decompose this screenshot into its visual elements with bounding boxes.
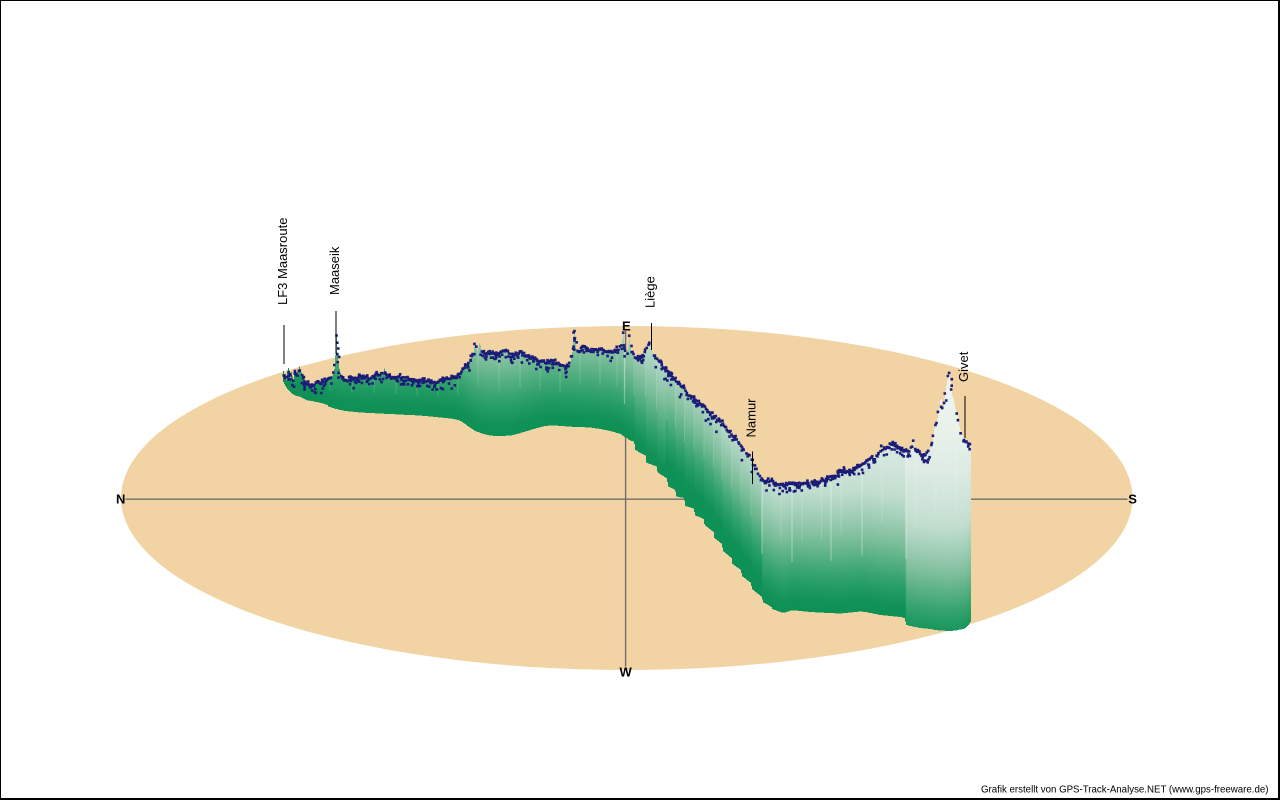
svg-text:Givet: Givet: [956, 351, 971, 382]
svg-text:Liège: Liège: [643, 276, 658, 308]
svg-text:Maaseik: Maaseik: [327, 246, 342, 295]
svg-text:W: W: [620, 665, 633, 680]
svg-text:Grafik erstellt von GPS-Track-: Grafik erstellt von GPS-Track-Analyse.NE…: [981, 785, 1268, 796]
svg-text:Namur: Namur: [744, 398, 759, 438]
svg-text:LF3 Maasroute: LF3 Maasroute: [275, 218, 290, 305]
svg-text:S: S: [1128, 492, 1137, 507]
svg-text:N: N: [116, 492, 125, 507]
svg-text:E: E: [622, 319, 631, 334]
